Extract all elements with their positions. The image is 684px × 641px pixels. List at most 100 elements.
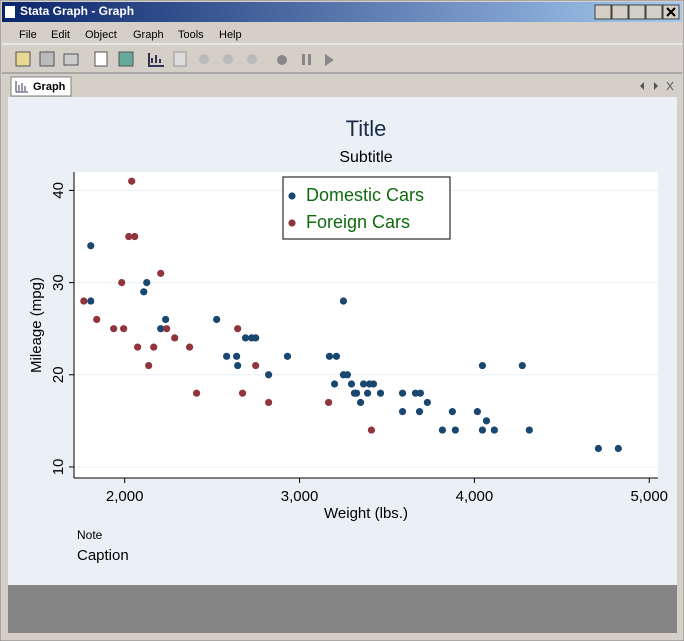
minimize-button[interactable] — [628, 4, 646, 20]
scatter-point — [416, 389, 424, 397]
menu-item[interactable]: Graph — [133, 29, 164, 41]
close-icon — [666, 7, 676, 17]
tool-disabled-3 — [223, 54, 233, 64]
scatter-point — [163, 325, 171, 333]
menu-item[interactable]: File — [19, 29, 37, 41]
scatter-point — [234, 361, 242, 370]
x-tick-label: 4,000 — [456, 488, 494, 505]
note: Note — [77, 528, 103, 542]
scatter-point — [120, 325, 128, 333]
tool-save[interactable] — [39, 51, 55, 67]
graph-gray-area — [8, 585, 677, 633]
scatter-point — [594, 444, 602, 453]
scatter-point — [241, 334, 250, 342]
scatter-point — [343, 371, 352, 379]
scatter-point — [125, 232, 133, 241]
scatter-point — [131, 232, 139, 241]
scatter-point — [398, 389, 407, 397]
menu-item[interactable]: Help — [219, 29, 242, 41]
scatter-point — [238, 389, 247, 397]
x-tick-label: 3,000 — [281, 488, 319, 505]
menu-item[interactable]: Edit — [51, 29, 70, 41]
scatter-point — [150, 343, 158, 351]
scatter-point — [324, 398, 333, 407]
window-title: Stata Graph - Graph — [20, 4, 134, 18]
scatter-point — [398, 408, 407, 416]
scatter-point — [356, 398, 365, 407]
scatter-point — [325, 352, 334, 360]
scatter-point — [128, 177, 136, 185]
scatter-point — [448, 408, 456, 416]
scatter-point — [478, 361, 487, 370]
tool-play — [325, 54, 334, 66]
scatter-point — [185, 343, 194, 351]
tool-pause — [302, 54, 305, 65]
x-tick-label: 5,000 — [630, 488, 668, 505]
scatter-point — [438, 426, 447, 434]
scatter-point — [376, 389, 385, 397]
maximize-button[interactable] — [611, 4, 629, 20]
tool-disabled-1 — [173, 51, 187, 67]
y-tick-label: 40 — [50, 182, 67, 199]
menu-item[interactable]: Object — [85, 29, 117, 41]
scatter-point — [192, 389, 201, 397]
scatter-point — [614, 444, 622, 453]
scatter-point — [87, 297, 95, 305]
scatter-point — [145, 361, 153, 370]
caption: Caption — [77, 547, 129, 564]
tool-print[interactable] — [63, 53, 79, 66]
tool-open[interactable] — [15, 51, 31, 67]
scatter-point — [162, 315, 170, 324]
legend-label: Domestic Cars — [306, 185, 424, 205]
x-axis-label: Weight (lbs.) — [324, 505, 408, 522]
scatter-point — [283, 352, 292, 360]
window-buttons[interactable] — [594, 4, 680, 20]
scatter-point — [223, 352, 231, 360]
tab-icon — [15, 81, 28, 93]
tool-rename[interactable] — [118, 51, 134, 67]
legend-marker — [288, 192, 296, 200]
scatter-point — [518, 361, 526, 370]
scatter-point — [490, 426, 498, 434]
scatter-point — [87, 242, 95, 250]
scatter-point — [451, 426, 459, 434]
scatter-point — [80, 297, 88, 305]
graph-tab[interactable] — [10, 76, 72, 97]
scatter-point — [140, 288, 148, 296]
restore-button-2[interactable] — [645, 4, 663, 20]
scatter-point — [352, 389, 361, 397]
menu-bar: File Edit Object Graph Tools Help — [19, 29, 242, 41]
scatter-point — [423, 398, 431, 407]
scatter-point — [252, 334, 260, 342]
legend-box — [282, 176, 451, 240]
scatter-point — [252, 361, 260, 370]
scatter-point — [171, 334, 179, 342]
scatter-point — [157, 269, 165, 277]
scatter-point — [415, 408, 424, 416]
y-tick-label: 20 — [50, 366, 67, 383]
scatter-point — [369, 380, 378, 388]
y-axis-label: Mileage (mpg) — [28, 277, 45, 373]
tool-disabled-2 — [199, 54, 209, 64]
x-tick-label: 2,000 — [106, 488, 144, 505]
tool-copy[interactable] — [94, 51, 108, 67]
scatter-point — [367, 426, 376, 434]
scatter-point — [482, 417, 491, 425]
scatter-point — [265, 398, 273, 407]
tool-graph-editor[interactable] — [148, 53, 164, 67]
tab-label: Graph — [33, 81, 66, 93]
scatter-point — [233, 352, 241, 360]
scatter-point — [478, 426, 487, 434]
tab-close[interactable] — [666, 81, 674, 91]
scatter-point — [134, 343, 142, 351]
tool-disabled-4 — [247, 54, 257, 64]
menu-item[interactable]: Tools — [178, 29, 204, 41]
scatter-point — [118, 279, 126, 287]
scatter-point — [332, 352, 341, 360]
app-icon — [5, 6, 15, 18]
restore-button[interactable] — [594, 4, 612, 20]
scatter-point — [473, 408, 481, 416]
tab-scroll[interactable] — [640, 82, 658, 90]
scatter-point — [330, 380, 339, 388]
